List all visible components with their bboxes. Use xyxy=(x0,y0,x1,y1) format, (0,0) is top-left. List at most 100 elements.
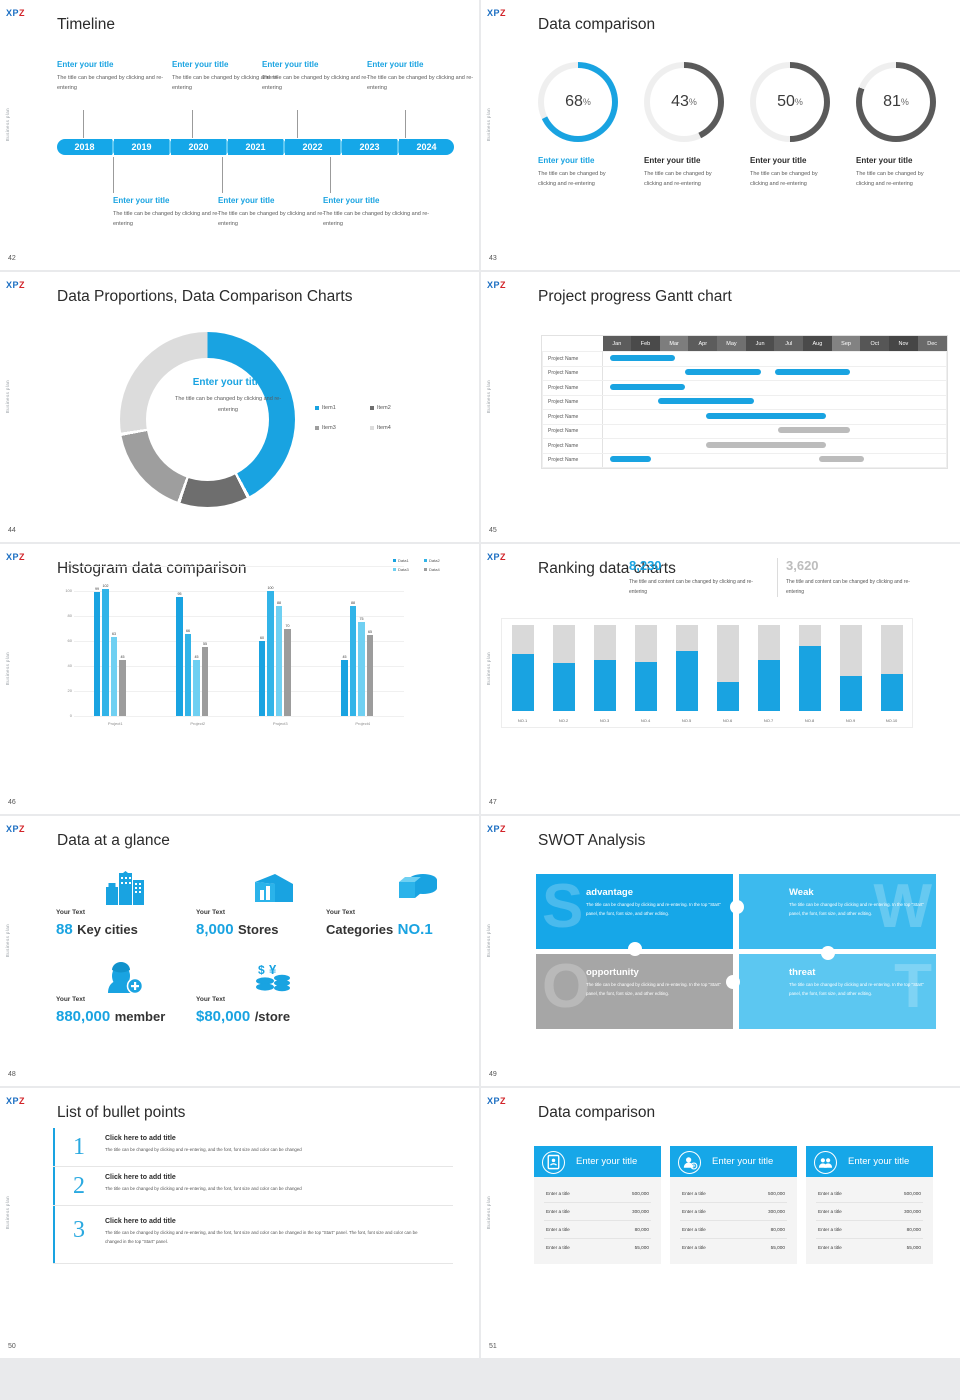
bar[interactable] xyxy=(839,675,862,711)
table-row[interactable]: Project Name xyxy=(542,394,947,410)
table-row[interactable]: Project Name xyxy=(542,351,947,367)
table-row[interactable]: Project Name xyxy=(542,380,947,396)
card-header[interactable]: Enter your title xyxy=(670,1146,797,1177)
gantt-bar[interactable] xyxy=(609,383,686,390)
gantt-bar[interactable] xyxy=(657,398,754,404)
bar[interactable] xyxy=(193,659,200,716)
bar[interactable] xyxy=(184,633,192,716)
gauge-item[interactable]: 43% Enter your title The title can be cha… xyxy=(644,62,724,190)
timeline-year[interactable]: 2022 xyxy=(285,139,346,155)
timeline-year[interactable]: 2023 xyxy=(342,139,403,155)
list-item[interactable]: 1 Click here to add title The title can b… xyxy=(53,1128,453,1167)
legend-item[interactable]: Data2 xyxy=(424,558,455,563)
legend-item[interactable]: Data4 xyxy=(424,567,455,572)
item-title: Enter your title xyxy=(113,196,170,205)
glance-item[interactable]: Your Text Categories NO.1 xyxy=(326,901,433,939)
gantt-chart[interactable]: Jan Feb Mar Apr May Jun Jul Aug Sep Oct … xyxy=(541,335,948,469)
legend-item[interactable]: Item2 xyxy=(370,405,425,411)
bar[interactable] xyxy=(757,660,780,711)
slide-data-comparison-gauges[interactable]: XPZ Business plan Data comparison 68% En… xyxy=(481,0,960,270)
slide-gantt[interactable]: XPZ Business plan Project progress Gantt… xyxy=(481,272,960,542)
card-header[interactable]: Enter your title xyxy=(806,1146,933,1177)
histogram-chart[interactable]: 0 20 40 60 80 100 120 99 102 63 45 Project1 95 66 45 55… xyxy=(65,563,404,731)
slide-data-glance[interactable]: XPZ Business plan Data at a glance Your … xyxy=(0,816,479,1086)
timeline-year[interactable]: 2024 xyxy=(399,139,454,155)
timeline-year[interactable]: 2018 xyxy=(57,139,118,155)
swot-weaknesses[interactable]: W Weak The title can be changed by click… xyxy=(739,874,936,949)
bar[interactable] xyxy=(593,660,616,711)
gantt-bar[interactable] xyxy=(705,441,826,448)
bar[interactable] xyxy=(258,641,266,716)
slide-bullets[interactable]: XPZ Business plan List of bullet points … xyxy=(0,1088,479,1358)
bar[interactable] xyxy=(675,650,698,711)
swot-body: The title can be changed by clicking and… xyxy=(789,982,924,997)
legend-item[interactable]: Item1 xyxy=(315,405,370,411)
timeline-bar[interactable]: 2018 2019 2020 2021 2022 2023 2024 xyxy=(57,139,454,155)
bar[interactable] xyxy=(119,659,126,716)
timeline-year[interactable]: 2019 xyxy=(114,139,175,155)
card-header[interactable]: Enter your title xyxy=(534,1146,661,1177)
bar[interactable] xyxy=(880,674,903,711)
bar[interactable] xyxy=(798,645,821,711)
glance-item[interactable]: Your Text 880,000 member xyxy=(56,988,165,1026)
gantt-bar[interactable] xyxy=(685,369,761,375)
glance-item[interactable]: Your Text 8,000 Stores xyxy=(196,901,278,939)
gauge-item[interactable]: 50% Enter your title The title can be cha… xyxy=(750,62,830,190)
list-item[interactable]: 2 Click here to add title The title can b… xyxy=(53,1167,453,1206)
bar[interactable] xyxy=(511,654,534,711)
bar[interactable] xyxy=(93,592,101,716)
table-row[interactable]: Project Name xyxy=(542,423,947,439)
donut-chart[interactable] xyxy=(120,332,295,507)
bar[interactable] xyxy=(275,606,283,716)
bar[interactable] xyxy=(176,597,183,716)
glance-item[interactable]: Your Text $80,000 /store xyxy=(196,988,290,1026)
gauge-item[interactable]: 68% Enter your title The title can be cha… xyxy=(538,62,618,190)
bar[interactable] xyxy=(349,606,357,716)
gantt-bar[interactable] xyxy=(609,456,652,462)
table-row[interactable]: Project Name xyxy=(542,438,947,454)
table-row[interactable]: Project Name xyxy=(542,409,947,425)
gantt-bar[interactable] xyxy=(609,354,676,361)
bar[interactable] xyxy=(341,659,348,716)
slide-data-comparison-cards[interactable]: XPZ Business plan Data comparison Enter … xyxy=(481,1088,960,1358)
legend-item[interactable]: Item4 xyxy=(370,425,425,431)
timeline-year[interactable]: 2020 xyxy=(171,139,232,155)
bar[interactable] xyxy=(102,588,109,716)
swot-opportunities[interactable]: O opportunity The title can be changed b… xyxy=(536,954,733,1029)
gantt-bar[interactable] xyxy=(705,412,826,419)
swot-threats[interactable]: T threat The title can be changed by cli… xyxy=(739,954,936,1029)
comparison-card[interactable]: Enter your title Enter a title 500,000 En… xyxy=(670,1146,797,1264)
gantt-bar[interactable] xyxy=(819,456,864,462)
bar[interactable] xyxy=(366,634,374,716)
comparison-card[interactable]: Enter your title Enter a title 500,000 En… xyxy=(806,1146,933,1264)
gauge-item[interactable]: 81% Enter your title The title can be cha… xyxy=(856,62,936,190)
list-item[interactable]: 3 Click here to add title The title can b… xyxy=(53,1206,453,1264)
gantt-bar[interactable] xyxy=(777,427,850,433)
timeline-year[interactable]: 2021 xyxy=(228,139,289,155)
slide-swot[interactable]: XPZ Business plan SWOT Analysis S advant… xyxy=(481,816,960,1086)
swot-strengths[interactable]: S advantage The title can be changed by … xyxy=(536,874,733,949)
bar[interactable] xyxy=(552,662,575,711)
legend-item[interactable]: Data1 xyxy=(393,558,424,563)
bar[interactable] xyxy=(110,637,118,716)
gantt-bar[interactable] xyxy=(774,369,850,375)
bar[interactable] xyxy=(201,647,209,716)
legend-item[interactable]: Item3 xyxy=(315,425,370,431)
side-label: Business plan xyxy=(486,924,491,958)
slide-histogram[interactable]: XPZ Business plan Histogram data compari… xyxy=(0,544,479,814)
gantt-track xyxy=(602,452,947,468)
table-row[interactable]: Project Name xyxy=(542,452,947,468)
bar[interactable] xyxy=(284,628,291,716)
glance-item[interactable]: Your Text 88 Key cities xyxy=(56,901,138,939)
legend-item[interactable]: Data3 xyxy=(393,567,424,572)
bar[interactable] xyxy=(634,661,657,711)
slide-timeline[interactable]: XPZ Business plan Timeline Enter your ti… xyxy=(0,0,479,270)
slide-data-proportions[interactable]: XPZ Business plan Data Proportions, Data… xyxy=(0,272,479,542)
bar[interactable] xyxy=(267,591,274,716)
ranking-chart[interactable]: NO.1 NO.2 NO.3 NO.4 NO.5 NO.6 NO.7 NO.8 NO.9 NO.1… xyxy=(501,618,913,728)
table-row[interactable]: Project Name xyxy=(542,365,947,381)
slide-ranking[interactable]: XPZ Business plan Ranking data charts 8,… xyxy=(481,544,960,814)
comparison-card[interactable]: Enter your title Enter a title 500,000 En… xyxy=(534,1146,661,1264)
bar[interactable] xyxy=(716,681,739,711)
bar[interactable] xyxy=(358,622,365,716)
